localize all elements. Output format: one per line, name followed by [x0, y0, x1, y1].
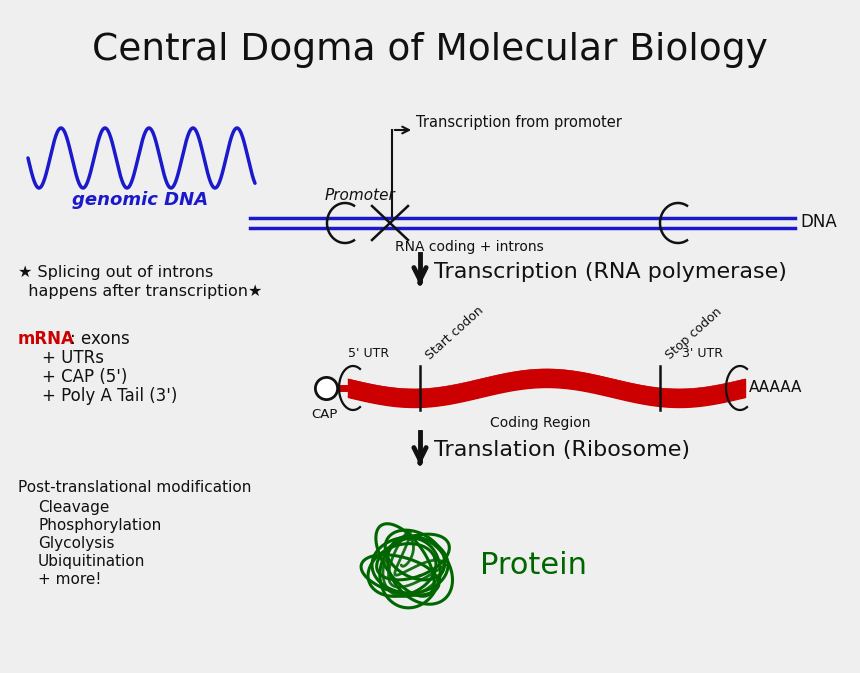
Text: Coding Region: Coding Region: [489, 416, 590, 430]
Text: Stop codon: Stop codon: [663, 305, 724, 362]
Text: Start codon: Start codon: [423, 304, 486, 362]
Text: Post-translational modification: Post-translational modification: [18, 480, 251, 495]
Text: DNA: DNA: [800, 213, 837, 231]
Text: Protein: Protein: [480, 551, 587, 579]
Text: AAAAA: AAAAA: [749, 380, 802, 396]
Text: Translation (Ribosome): Translation (Ribosome): [434, 440, 690, 460]
Text: 3' UTR: 3' UTR: [682, 347, 723, 360]
Text: Glycolysis: Glycolysis: [38, 536, 114, 551]
Text: + more!: + more!: [38, 572, 101, 587]
Text: Phosphorylation: Phosphorylation: [38, 518, 162, 533]
Text: + Poly A Tail (3'): + Poly A Tail (3'): [42, 387, 177, 405]
Text: ★ Splicing out of introns: ★ Splicing out of introns: [18, 265, 213, 280]
Text: : exons: : exons: [70, 330, 130, 348]
Text: Transcription from promoter: Transcription from promoter: [416, 114, 622, 129]
Text: happens after transcription★: happens after transcription★: [18, 284, 262, 299]
Text: + UTRs: + UTRs: [42, 349, 104, 367]
Text: 5' UTR: 5' UTR: [348, 347, 389, 360]
Text: mRNA: mRNA: [18, 330, 75, 348]
Text: Cleavage: Cleavage: [38, 500, 109, 515]
Text: Central Dogma of Molecular Biology: Central Dogma of Molecular Biology: [92, 32, 768, 68]
Text: genomic DNA: genomic DNA: [72, 191, 208, 209]
Text: RNA coding + introns: RNA coding + introns: [395, 240, 544, 254]
Text: + CAP (5'): + CAP (5'): [42, 368, 127, 386]
Text: Transcription (RNA polymerase): Transcription (RNA polymerase): [434, 262, 787, 282]
Text: Promoter: Promoter: [324, 188, 396, 203]
Text: Ubiquitination: Ubiquitination: [38, 554, 145, 569]
Text: CAP: CAP: [310, 408, 337, 421]
